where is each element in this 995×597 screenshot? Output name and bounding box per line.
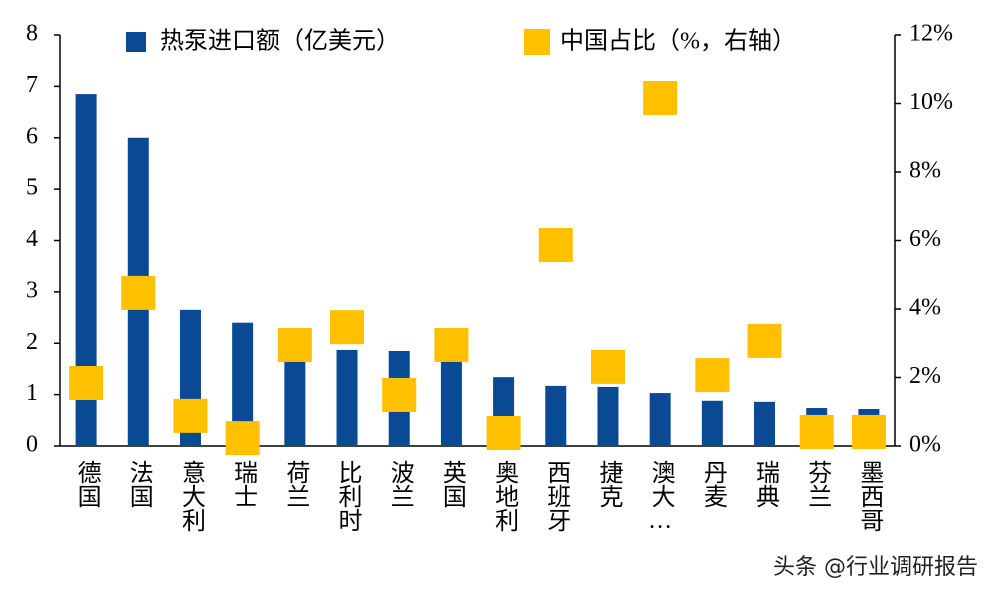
marker [225, 421, 260, 456]
y2-tick-label: 4% [909, 295, 941, 321]
marker [590, 349, 625, 384]
marker [69, 365, 104, 400]
legend-swatch [126, 32, 146, 52]
bar [336, 349, 358, 446]
x-tick-label: 德国 [73, 460, 101, 508]
bar [440, 353, 462, 446]
y-tick-label: 7 [26, 72, 38, 98]
y-tick-label: 3 [26, 277, 38, 303]
x-tick-label: 西班牙 [543, 460, 571, 532]
bar [597, 386, 619, 446]
marker [382, 377, 417, 412]
bar [754, 401, 776, 446]
marker [330, 310, 365, 345]
marker [851, 414, 886, 449]
marker [799, 414, 834, 449]
legend-swatch [524, 29, 550, 55]
legend-label: 中国占比（%，右轴） [560, 28, 796, 55]
y-tick-label: 6 [26, 123, 38, 149]
x-tick-label: 荷兰 [282, 460, 310, 508]
x-tick-label: 波兰 [386, 460, 414, 508]
marker [121, 275, 156, 310]
y2-tick-label: 0% [909, 432, 941, 458]
x-tick-label: 捷克 [595, 460, 623, 508]
x-tick-label: 瑞典 [752, 460, 780, 508]
bar [545, 385, 567, 446]
y-tick-label: 0 [26, 432, 38, 458]
marker [538, 227, 573, 262]
marker [277, 327, 312, 362]
y-tick-label: 1 [26, 380, 38, 406]
x-tick-label: 丹麦 [699, 460, 727, 508]
bar [649, 393, 671, 446]
bar [701, 400, 723, 446]
x-tick-label: 奥地利 [491, 460, 519, 532]
marker [643, 81, 678, 116]
x-tick-label: 芬兰 [804, 460, 832, 508]
y-tick-label: 4 [26, 226, 38, 252]
y2-tick-label: 8% [909, 158, 941, 184]
y2-tick-label: 6% [909, 226, 941, 252]
y2-tick-label: 2% [909, 363, 941, 389]
x-tick-label: 墨西哥 [856, 460, 883, 532]
marker [434, 327, 469, 362]
x-tick-label: 瑞士 [230, 460, 257, 508]
x-tick-label: 澳大… [647, 460, 675, 534]
marker [747, 323, 782, 358]
x-tick-label: 英国 [438, 460, 466, 508]
marker [486, 415, 521, 450]
x-tick-label: 法国 [125, 460, 152, 508]
legend-label: 热泵进口额（亿美元） [160, 28, 400, 55]
y2-tick-label: 12% [909, 21, 953, 47]
y-tick-label: 8 [26, 21, 38, 47]
x-tick-label: 比利时 [334, 460, 362, 532]
y2-tick-label: 10% [909, 89, 953, 115]
marker [173, 398, 208, 433]
y-tick-label: 2 [26, 329, 38, 355]
bar [75, 94, 97, 447]
marker [695, 358, 730, 393]
watermark: 头条 @行业调研报告 [773, 555, 978, 580]
y-tick-label: 5 [26, 175, 38, 201]
bar [284, 348, 306, 446]
x-tick-label: 意大利 [177, 460, 205, 532]
bar [232, 322, 254, 446]
